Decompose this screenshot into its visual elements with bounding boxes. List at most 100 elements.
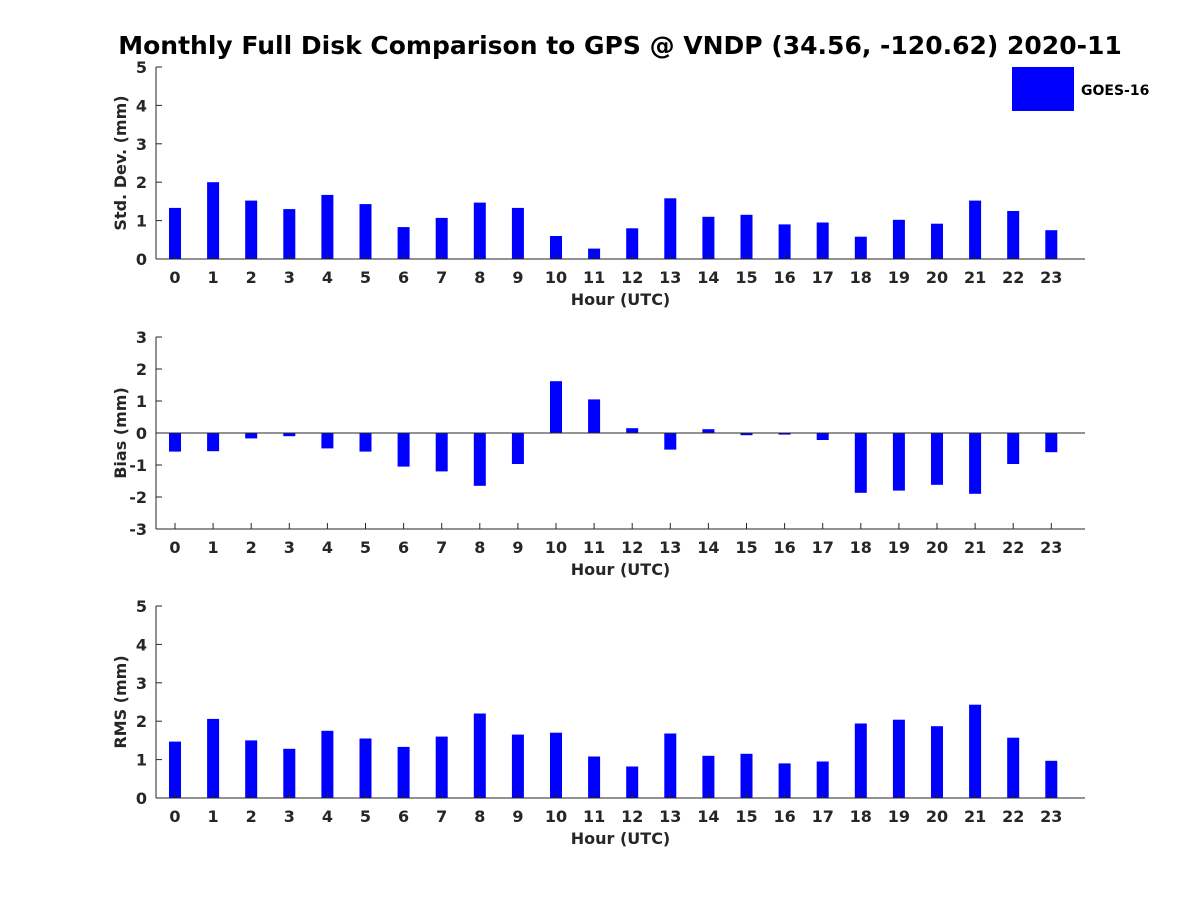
- bar-std-dev-hour-17: [816, 222, 829, 259]
- x-tick-label: 22: [1002, 538, 1024, 557]
- x-tick-label: 17: [812, 807, 834, 826]
- x-tick-label: 12: [621, 268, 643, 287]
- x-tick-label: 1: [208, 807, 219, 826]
- bar-rms-hour-2: [245, 740, 258, 798]
- bar-bias-hour-2: [245, 433, 258, 439]
- bar-std-dev-hour-22: [1007, 211, 1020, 259]
- x-axis-label: Hour (UTC): [571, 829, 671, 848]
- x-tick-label: 17: [812, 268, 834, 287]
- x-axis-label: Hour (UTC): [571, 290, 671, 309]
- y-tick-label: 3: [136, 328, 147, 347]
- bar-rms-hour-13: [664, 733, 677, 798]
- bar-rms-hour-21: [969, 704, 982, 798]
- bar-bias-hour-15: [740, 433, 753, 436]
- bar-std-dev-hour-16: [778, 224, 791, 259]
- x-tick-label: 23: [1040, 268, 1062, 287]
- x-tick-label: 7: [436, 538, 447, 557]
- x-tick-label: 1: [208, 268, 219, 287]
- x-tick-label: 18: [850, 268, 872, 287]
- bar-bias-hour-3: [283, 433, 296, 437]
- y-tick-label: -2: [129, 488, 147, 507]
- x-tick-label: 3: [284, 538, 295, 557]
- bar-std-dev-hour-0: [169, 207, 181, 259]
- x-tick-label: 8: [474, 807, 485, 826]
- bar-bias-hour-0: [169, 433, 181, 452]
- y-tick-label: 0: [136, 250, 147, 269]
- y-tick-label: 1: [136, 392, 147, 411]
- bar-std-dev-hour-18: [854, 236, 867, 259]
- x-tick-label: 2: [246, 538, 257, 557]
- x-tick-label: 11: [583, 538, 605, 557]
- y-tick-label: 4: [136, 96, 147, 115]
- legend-swatch: [1012, 67, 1074, 111]
- x-tick-label: 19: [888, 538, 910, 557]
- y-tick-label: 4: [136, 635, 147, 654]
- x-tick-label: 7: [436, 807, 447, 826]
- bar-bias-hour-6: [397, 433, 410, 467]
- x-tick-label: 15: [735, 807, 757, 826]
- bar-std-dev-hour-21: [969, 200, 982, 259]
- y-tick-label: 2: [136, 712, 147, 731]
- bar-bias-hour-22: [1007, 433, 1020, 464]
- bar-std-dev-hour-20: [931, 223, 943, 259]
- y-tick-label: 0: [136, 789, 147, 808]
- bar-bias-hour-14: [702, 429, 715, 433]
- bar-bias-hour-12: [626, 428, 639, 433]
- x-tick-label: 23: [1040, 807, 1062, 826]
- bar-std-dev-hour-13: [664, 198, 677, 259]
- bar-bias-hour-5: [359, 433, 372, 452]
- bar-bias-hour-4: [321, 433, 334, 449]
- legend-label: GOES-16: [1081, 83, 1149, 99]
- x-tick-label: 10: [545, 807, 567, 826]
- x-tick-label: 4: [322, 538, 333, 557]
- x-tick-label: 6: [398, 268, 409, 287]
- x-tick-label: 22: [1002, 268, 1024, 287]
- x-tick-label: 16: [773, 538, 795, 557]
- x-tick-label: 18: [850, 538, 872, 557]
- bar-rms-hour-15: [740, 753, 753, 798]
- bar-std-dev-hour-14: [702, 216, 715, 259]
- x-tick-label: 20: [926, 538, 948, 557]
- x-tick-label: 22: [1002, 807, 1024, 826]
- x-tick-label: 2: [246, 807, 257, 826]
- y-tick-label: 2: [136, 360, 147, 379]
- bar-rms-hour-17: [816, 761, 829, 798]
- x-tick-label: 3: [284, 807, 295, 826]
- bar-rms-hour-10: [550, 732, 562, 798]
- bar-rms-hour-16: [778, 763, 791, 798]
- bar-std-dev-hour-3: [283, 209, 296, 259]
- bar-rms-hour-20: [931, 726, 943, 798]
- bar-std-dev-hour-4: [321, 194, 334, 259]
- x-tick-label: 0: [169, 538, 180, 557]
- x-tick-label: 19: [888, 807, 910, 826]
- bar-bias-hour-18: [854, 433, 867, 493]
- x-tick-label: 6: [398, 807, 409, 826]
- bar-rms-hour-4: [321, 730, 334, 798]
- x-tick-label: 14: [697, 268, 719, 287]
- x-tick-label: 12: [621, 538, 643, 557]
- x-tick-label: 13: [659, 807, 681, 826]
- legend: GOES-16: [1012, 67, 1149, 111]
- x-tick-label: 8: [474, 538, 485, 557]
- x-tick-label: 14: [697, 538, 719, 557]
- x-tick-label: 6: [398, 538, 409, 557]
- x-tick-label: 9: [512, 807, 523, 826]
- bar-bias-hour-11: [588, 399, 601, 433]
- bar-std-dev-hour-7: [435, 217, 448, 259]
- x-tick-label: 12: [621, 807, 643, 826]
- x-tick-label: 23: [1040, 538, 1062, 557]
- x-tick-label: 16: [773, 268, 795, 287]
- x-tick-label: 3: [284, 268, 295, 287]
- x-tick-label: 13: [659, 538, 681, 557]
- bar-rms-hour-3: [283, 748, 296, 798]
- x-tick-label: 9: [512, 538, 523, 557]
- x-tick-label: 5: [360, 268, 371, 287]
- x-tick-label: 11: [583, 807, 605, 826]
- bar-bias-hour-23: [1045, 433, 1058, 453]
- y-tick-label: -3: [129, 520, 147, 539]
- bar-rms-hour-6: [397, 746, 410, 798]
- x-axis-label: Hour (UTC): [571, 560, 671, 579]
- chart-title: Monthly Full Disk Comparison to GPS @ VN…: [118, 31, 1122, 60]
- bar-std-dev-hour-1: [207, 182, 220, 259]
